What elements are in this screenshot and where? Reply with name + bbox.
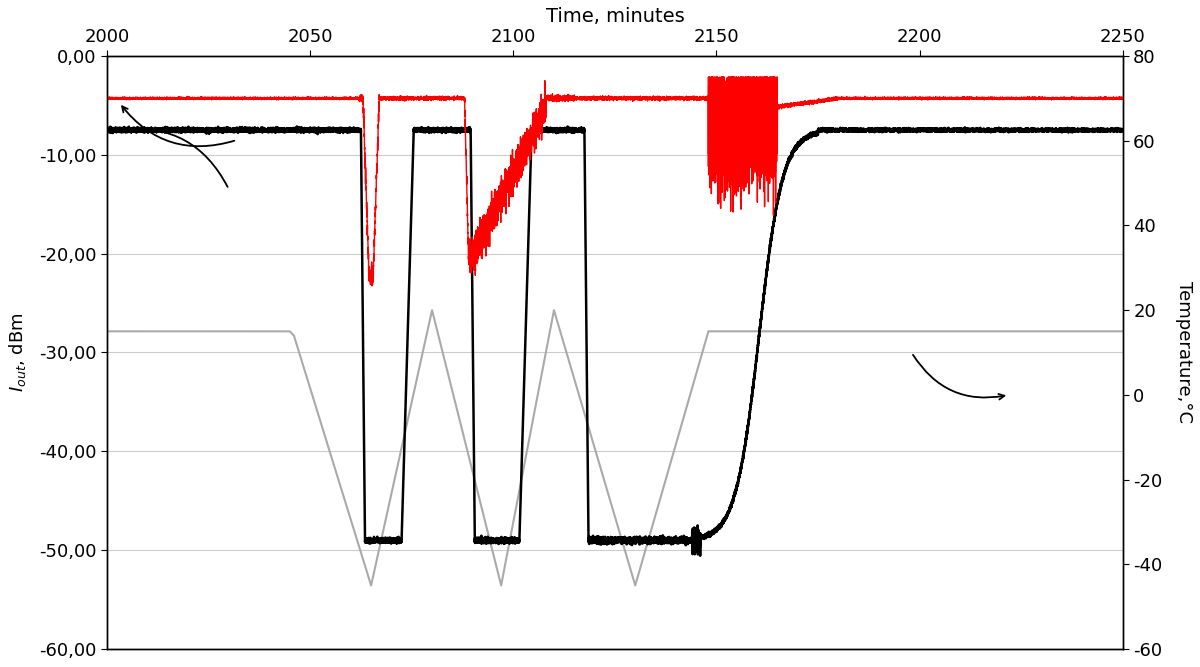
Y-axis label: Temperature,°C: Temperature,°C xyxy=(1175,281,1193,424)
X-axis label: Time, minutes: Time, minutes xyxy=(546,7,684,26)
Y-axis label: $I_{out}$, dBm: $I_{out}$, dBm xyxy=(7,313,28,392)
